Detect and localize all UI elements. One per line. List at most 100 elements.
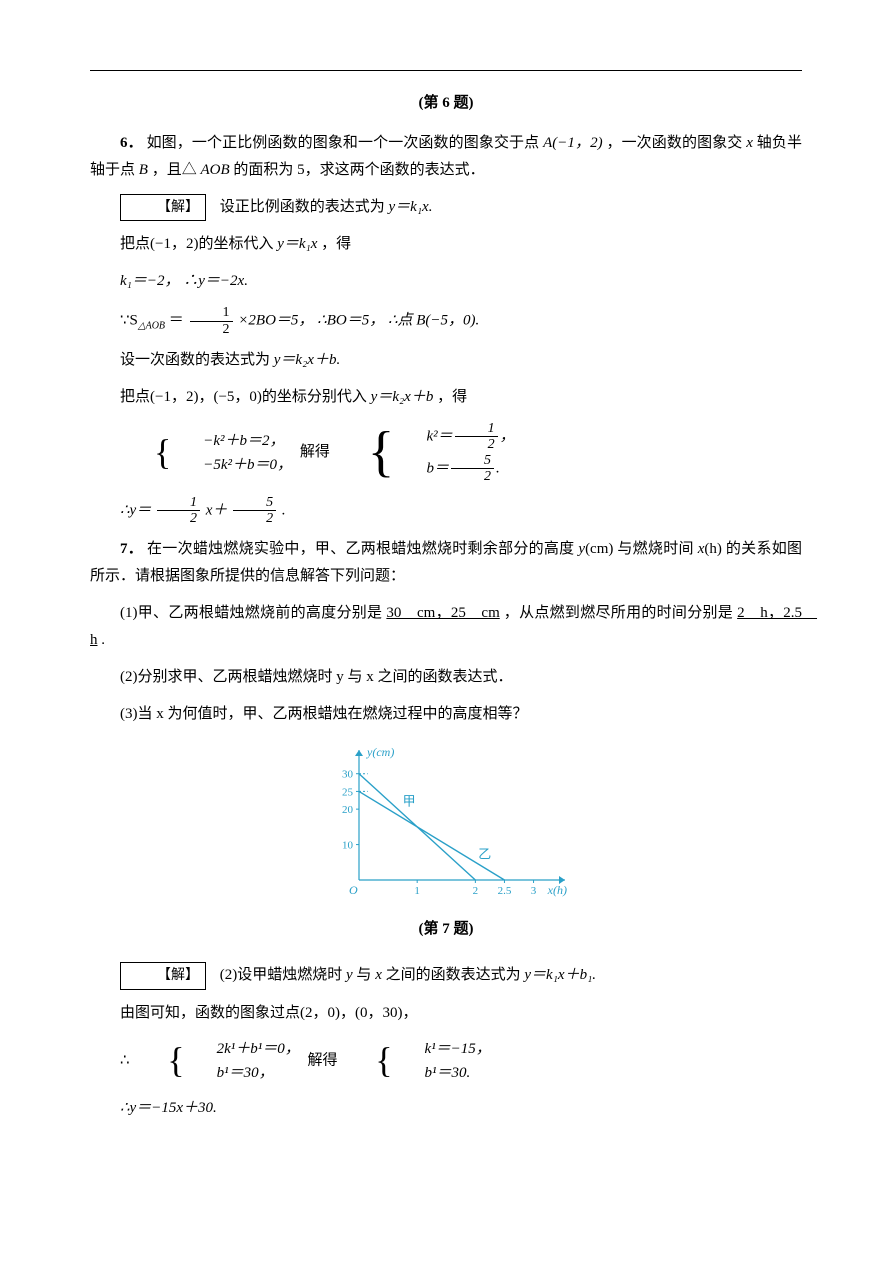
q6-text-a: 如图，一个正比例函数的图象和一个一次函数的图象交于点 (147, 135, 544, 151)
frac-fivehalf: 52 (233, 495, 276, 527)
q6-text-d: ，且△ (152, 162, 197, 178)
q7-text-b: 与燃烧时间 (617, 541, 697, 557)
left-brace-icon-3: { (137, 1046, 184, 1075)
svg-text:25: 25 (342, 787, 354, 799)
q6-sol-3: k₁＝−2， ∴y＝−2x. (90, 268, 802, 295)
q6-s4-a: ∵S (120, 313, 138, 329)
q7-sol-1: 【解】 (2)设甲蜡烛燃烧时 y 与 x 之间的函数表达式为 y＝k₁x＋b₁. (90, 962, 802, 989)
sys-l1: −k²＋b＝2， (173, 429, 292, 453)
svg-text:乙: 乙 (478, 847, 491, 862)
q7-p1-a: (1)甲、乙两根蜡烛燃烧前的高度分别是 (120, 605, 382, 621)
q7-p1-u1: 30 cm，25 cm (386, 605, 499, 621)
svg-text:30: 30 (342, 769, 354, 781)
q6-sol-4: ∵S△AOB ＝ 12 ×2BO＝5， ∴BO＝5， ∴点 B(−5，0). (90, 305, 802, 337)
solution-label-2: 【解】 (120, 962, 206, 989)
q7-sys-r2: b¹＝30. (395, 1061, 491, 1085)
svg-text:10: 10 (342, 840, 354, 852)
q7-s1-eq: y＝k₁x＋b₁. (524, 967, 596, 983)
chart-svg: 10 20 25 30 1 2 2.5 3 Oy(cm) x(h) 甲乙 (321, 744, 571, 904)
q7-part2: (2)分别求甲、乙两根蜡烛燃烧时 y 与 x 之间的函数表达式． (90, 664, 802, 691)
q7-number: 7． (120, 541, 143, 557)
q6-s8-a: ∴y＝ (120, 502, 151, 518)
q6-sol-8: ∴y＝ 12 x＋ 52 . (90, 495, 802, 527)
svg-text:2.5: 2.5 (498, 885, 512, 897)
q6-tri: AOB (200, 162, 229, 178)
q7-sys-l2: b¹＝30， (187, 1061, 300, 1085)
q6-number: 6． (120, 135, 143, 151)
q6-s4-e: ∴点 B(−5，0). (388, 313, 479, 329)
left-brace-icon-2: { (338, 433, 395, 472)
caption-q6: (第 6 题) (90, 91, 802, 112)
q6-s3-a: k₁＝−2， (120, 273, 180, 289)
sys-r2: b＝52. (396, 453, 514, 485)
q6-s4-sub: △AOB (138, 321, 165, 332)
q6-pointB: B (139, 162, 148, 178)
q6-s4-b: ＝ (169, 313, 184, 329)
q6-text-b: ，一次函数的图象交 (606, 135, 746, 151)
q6-s8-b: x＋ (206, 502, 228, 518)
svg-text:20: 20 (342, 804, 354, 816)
page: (第 6 题) 6． 如图，一个正比例函数的图象和一个一次函数的图象交于点 A(… (0, 0, 892, 1172)
frac-half-1: 12 (190, 305, 233, 337)
q7-sys-r1: k¹＝−15， (395, 1037, 491, 1061)
sys-r1: k²＝12， (396, 421, 514, 453)
q7-s1-x: x (375, 967, 382, 983)
svg-text:x(h): x(h) (547, 883, 567, 897)
q7-sys-mid: 解得 (307, 1052, 337, 1068)
q6-text-e: 的面积为 5，求这两个函数的表达式． (233, 162, 484, 178)
solution-label: 【解】 (120, 194, 206, 221)
q6-sol-5: 设一次函数的表达式为 y＝k₂x＋b. (90, 347, 802, 374)
q6-s1-eq: y＝k₁x. (389, 199, 433, 215)
svg-text:1: 1 (414, 885, 420, 897)
q7-p1-c: . (101, 632, 105, 648)
left-brace-icon: { (124, 438, 171, 467)
q7-ux: (h) (704, 541, 722, 557)
q6-s8-c: . (282, 502, 286, 518)
q7-s1-b: 与 (356, 967, 375, 983)
svg-text:O: O (349, 883, 358, 897)
caption-q7: (第 7 题) (90, 917, 802, 938)
q7-uy: (cm) (585, 541, 613, 557)
q6-s6-b: ，得 (437, 389, 467, 405)
q7-text-a: 在一次蜡烛燃烧实验中，甲、乙两根蜡烛燃烧时剩余部分的高度 (147, 541, 578, 557)
sys-mid: 解得 (300, 444, 330, 460)
q6-s3-b: ∴y＝−2x. (183, 273, 248, 289)
svg-text:甲: 甲 (403, 794, 416, 809)
q6-s2-eq: y＝k₁x (277, 236, 317, 252)
frac-half-2: 12 (157, 495, 200, 527)
q6-pointA: A(−1，2) (543, 135, 602, 151)
svg-text:y(cm): y(cm) (366, 745, 394, 759)
q7-p1-b: ，从点燃到燃尽所用的时间分别是 (504, 605, 733, 621)
q7-part3: (3)当 x 为何值时，甲、乙两根蜡烛在燃烧过程中的高度相等？ (90, 701, 802, 728)
q6-xaxis: x (746, 135, 753, 151)
q6-system: { −k²＋b＝2， −5k²＋b＝0， 解得 { k²＝12， b＝52. (90, 421, 802, 485)
q7-chart: 10 20 25 30 1 2 2.5 3 Oy(cm) x(h) 甲乙 (90, 744, 802, 909)
left-brace-icon-4: { (345, 1046, 392, 1075)
q7-sol-2: 由图可知，函数的图象过点(2，0)，(0，30)， (90, 1000, 802, 1027)
q6-s2-b: ，得 (321, 236, 351, 252)
q7-s3-pre: ∴ (120, 1052, 130, 1068)
q6-problem: 6． 如图，一个正比例函数的图象和一个一次函数的图象交于点 A(−1，2) ，一… (90, 130, 802, 184)
q7-problem: 7． 在一次蜡烛燃烧实验中，甲、乙两根蜡烛燃烧时剩余部分的高度 y(cm) 与燃… (90, 536, 802, 590)
q6-sol-6: 把点(−1，2)，(−5，0)的坐标分别代入 y＝k₂x＋b ，得 (90, 384, 802, 411)
q6-sol-2: 把点(−1，2)的坐标代入 y＝k₁x ，得 (90, 231, 802, 258)
svg-text:3: 3 (531, 885, 537, 897)
q6-s2-a: 把点(−1，2)的坐标代入 (120, 236, 277, 252)
q6-s6-a: 把点(−1，2)，(−5，0)的坐标分别代入 (120, 389, 371, 405)
q7-system: ∴ { 2k¹＋b¹＝0， b¹＝30， 解得 { k¹＝−15， b¹＝30. (90, 1037, 802, 1085)
sys-l2: −5k²＋b＝0， (173, 453, 292, 477)
q7-s1-y: y (346, 967, 353, 983)
q7-part1: (1)甲、乙两根蜡烛燃烧前的高度分别是 30 cm，25 cm ，从点燃到燃尽所… (90, 600, 802, 654)
q6-s4-c: ×2BO＝5， (238, 313, 313, 329)
q7-sys-l1: 2k¹＋b¹＝0， (187, 1037, 300, 1061)
q7-s1-a: (2)设甲蜡烛燃烧时 (220, 967, 346, 983)
top-rule (90, 70, 802, 71)
svg-text:2: 2 (473, 885, 479, 897)
q6-s6-eq: y＝k₂x＋b (371, 389, 434, 405)
q6-s5-a: 设一次函数的表达式为 (120, 352, 274, 368)
q6-s4-d: ∴BO＝5， (317, 313, 384, 329)
q6-s5-eq: y＝k₂x＋b. (274, 352, 340, 368)
q7-s1-c: 之间的函数表达式为 (386, 967, 525, 983)
q6-sol-1: 【解】 设正比例函数的表达式为 y＝k₁x. (90, 194, 802, 221)
q6-s1-a: 设正比例函数的表达式为 (220, 199, 389, 215)
